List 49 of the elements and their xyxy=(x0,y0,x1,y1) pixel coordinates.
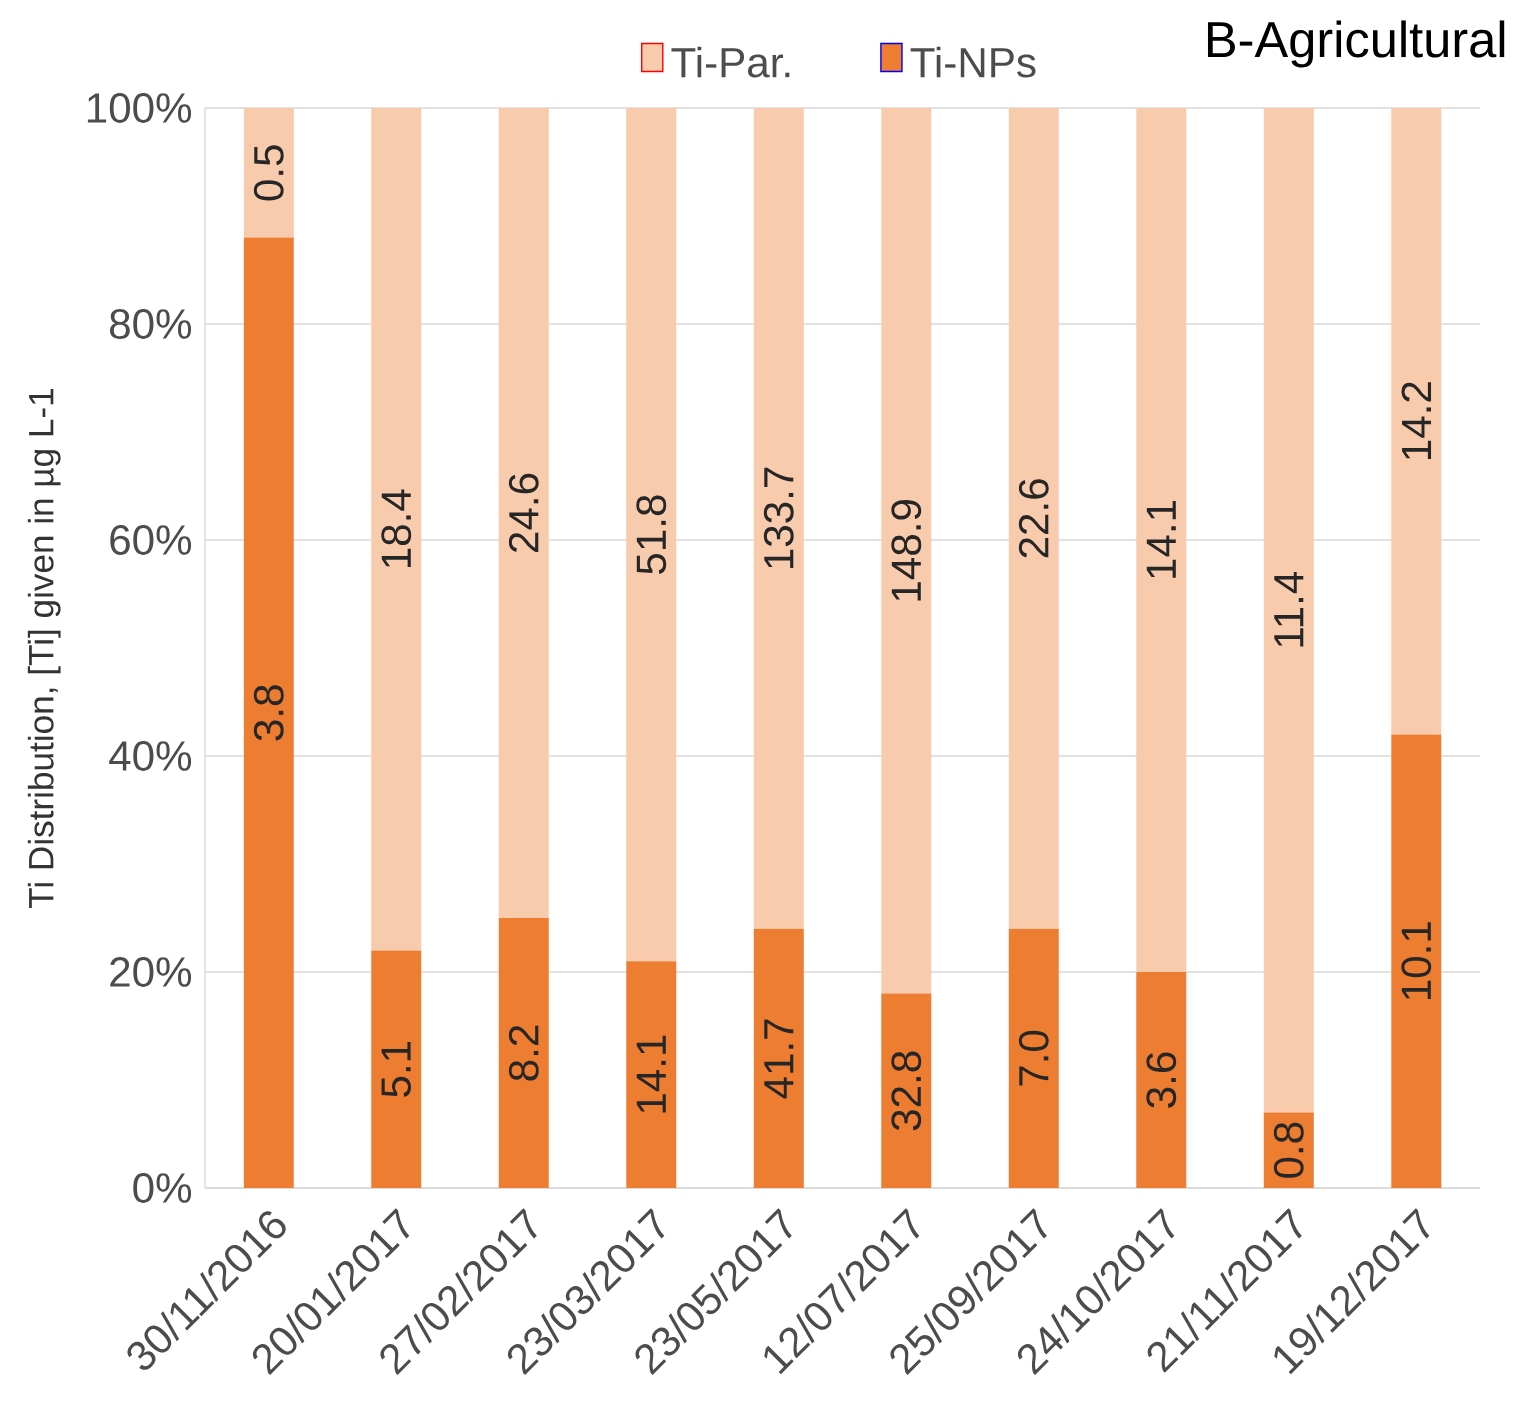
bar xyxy=(498,108,549,919)
y-axis-title: Ti Distribution, [Ti] given in µg L-1 xyxy=(27,389,61,909)
legend-label: Ti-NPs xyxy=(910,46,1036,78)
annotation: 5.1 xyxy=(381,1041,411,1097)
y-tick-label: 40% xyxy=(109,741,192,771)
annotation: 8.2 xyxy=(508,1025,539,1081)
bar xyxy=(626,108,677,962)
bar xyxy=(243,108,294,238)
bar xyxy=(1008,108,1059,929)
annotation: 18.4 xyxy=(381,489,412,568)
annotation: 14.1 xyxy=(636,1035,666,1113)
annotation: 41.7 xyxy=(764,1019,794,1099)
bar xyxy=(371,108,422,951)
bar xyxy=(881,993,932,1189)
chart-title: B-Agricultural xyxy=(1207,20,1505,68)
annotation: 0.8 xyxy=(1273,1122,1304,1178)
bar xyxy=(881,108,932,994)
bar xyxy=(243,237,294,1189)
bar xyxy=(1136,972,1187,1189)
bar xyxy=(498,918,549,1189)
annotation: 32.8 xyxy=(891,1051,922,1131)
annotation: 14.1 xyxy=(1146,501,1176,578)
annotation: 7.0 xyxy=(1018,1030,1049,1086)
y-tick-label: 0% xyxy=(133,1173,192,1203)
bar xyxy=(753,108,804,929)
bar xyxy=(1008,928,1059,1189)
y-tick-label: 80% xyxy=(110,309,192,339)
annotation: 51.8 xyxy=(636,495,667,574)
legend-label: Ti-Par. xyxy=(671,46,790,78)
annotation: 133.7 xyxy=(763,467,794,568)
annotation: 10.1 xyxy=(1401,922,1432,1000)
annotation: 3.8 xyxy=(253,685,284,741)
annotation: 22.6 xyxy=(1018,479,1049,558)
y-tick-label: 20% xyxy=(110,957,192,987)
annotation: 0.5 xyxy=(253,145,284,201)
annotation: 3.6 xyxy=(1146,1052,1177,1108)
bar xyxy=(1136,108,1187,973)
y-tick-label: 60% xyxy=(110,525,192,555)
annotation: 24.6 xyxy=(508,473,539,552)
annotation: 11.4 xyxy=(1274,571,1304,647)
bar xyxy=(1391,734,1442,1189)
bar xyxy=(626,961,677,1189)
bar xyxy=(1391,108,1442,735)
bar xyxy=(371,950,422,1189)
annotation: 148.9 xyxy=(891,500,922,601)
y-tick-label: 100% xyxy=(87,93,192,123)
annotation: 14.2 xyxy=(1401,382,1432,460)
bar xyxy=(1263,108,1314,1113)
bar xyxy=(753,928,804,1189)
